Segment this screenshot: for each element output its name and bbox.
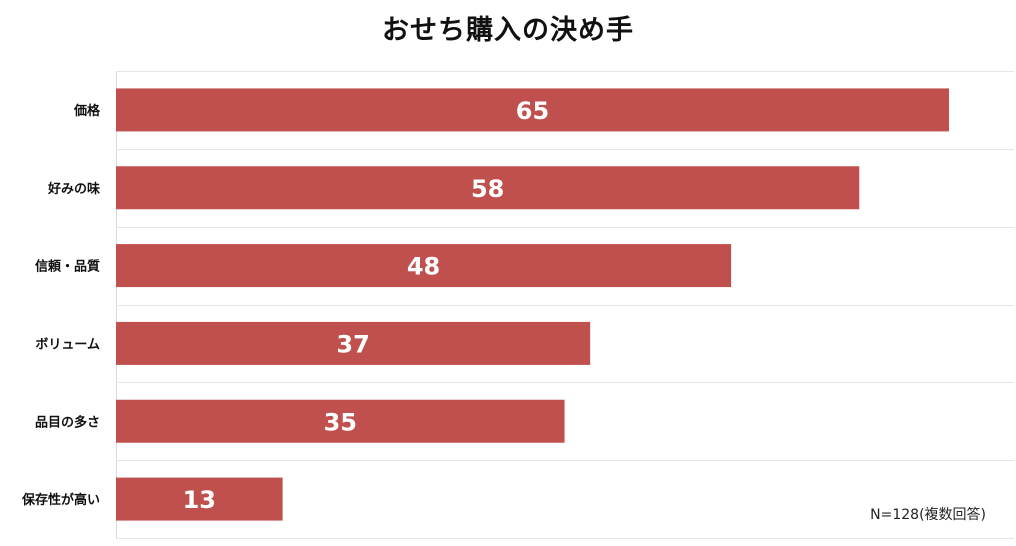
bars (116, 88, 949, 521)
sample-size-note: N=128(複数回答) (870, 507, 986, 523)
value-labels: 65 58 48 37 35 13 (183, 97, 550, 514)
bar (116, 477, 283, 521)
grid-lines (116, 71, 1014, 539)
category-label: 信頼・品質 (35, 259, 100, 275)
value-label: 48 (407, 253, 440, 281)
chart-title: おせち購入の決め手 (382, 15, 634, 46)
bar (116, 88, 949, 132)
value-label: 58 (471, 175, 504, 203)
category-label: 品目の多さ (35, 414, 100, 430)
value-label: 37 (336, 330, 369, 358)
category-label: 価格 (73, 103, 101, 119)
category-label: 保存性が高い (21, 492, 100, 508)
bar (116, 166, 860, 210)
bar (116, 321, 591, 365)
bar (116, 244, 732, 288)
category-label: 好みの味 (47, 181, 100, 197)
value-label: 13 (183, 486, 216, 514)
value-label: 65 (516, 97, 549, 125)
value-label: 35 (324, 408, 357, 436)
bar (116, 399, 565, 443)
category-label: ボリューム (35, 336, 100, 352)
